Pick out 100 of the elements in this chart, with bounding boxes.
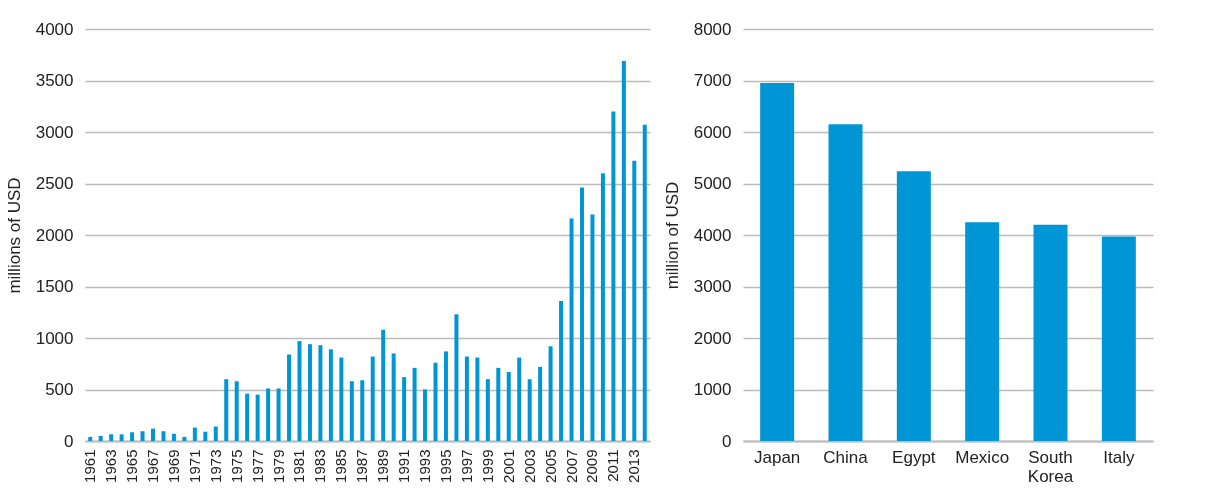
bar [548,346,553,441]
bar [318,345,323,441]
x-tick-label: 1983 [311,449,329,483]
x-tick-label: 1987 [353,449,371,483]
x-tick-label: 2009 [583,449,601,483]
bar [161,431,166,441]
bar [579,187,584,441]
bar [339,357,344,441]
x-tick-label: 2005 [541,449,559,483]
x-tick-label: 1999 [478,449,496,483]
bar [276,388,281,441]
y-tick-label: 3500 [35,71,74,90]
x-tick-label: 1989 [374,449,392,483]
bar [266,388,271,441]
y-tick-label: 1500 [35,277,74,296]
bar [203,431,208,441]
bar [559,300,564,441]
y-tick-label: 8000 [693,19,732,39]
y-tick-label: 2000 [35,225,74,245]
bar [611,111,616,441]
bar [621,60,626,441]
bar [965,222,1000,441]
bar [255,394,260,441]
bar [182,436,187,441]
x-tick-label: 2007 [562,449,580,483]
x-tick-label: 1967 [144,449,162,483]
bar [171,433,176,441]
bar [370,356,375,441]
x-tick-label: 1969 [164,449,182,483]
bar [475,357,480,441]
bar [224,379,229,441]
x-tick-label: 1965 [123,449,141,483]
y-tick-label: 5000 [693,174,732,193]
y-tick-label: 500 [45,380,74,399]
bar [328,349,333,441]
bar [642,124,647,441]
bar [391,353,396,441]
y-tick-label: 4000 [35,19,74,39]
y-tick-label: 6000 [693,122,732,142]
x-tick-label: 1993 [416,449,434,483]
bar [569,218,574,441]
y-tick-label: 2500 [35,174,74,193]
bar [130,432,135,441]
x-tick-label: 1975 [227,449,245,483]
bar [496,367,501,441]
bar [297,341,302,441]
bar [464,356,469,441]
y-tick-label: 2000 [693,328,732,348]
bar [381,329,386,441]
x-tick-label: South Korea [1027,447,1074,486]
x-tick-label: 1985 [332,449,350,483]
bar [828,124,863,441]
y-tick-label: 1000 [693,380,732,399]
y-tick-label: 7000 [693,71,732,90]
x-tick-label: 2013 [625,449,643,483]
y-tick-label: 0 [722,431,732,451]
x-tick-label: 1977 [248,449,266,483]
bar [88,436,93,441]
bar [109,434,114,441]
y-tick-label: 1000 [35,328,74,348]
x-tick-label: 1973 [206,449,224,483]
bar [423,389,428,441]
y-tick-label: 0 [64,431,74,451]
bar [234,381,239,441]
bar [600,173,605,441]
bar [433,362,438,441]
x-tick-label: 1971 [185,449,203,483]
bar [517,357,522,441]
x-tick-label: 1963 [102,449,120,483]
bar [590,214,595,441]
x-tick-label: China [823,447,869,467]
bar [119,434,124,441]
x-tick-label: 1995 [436,449,454,483]
y-axis-title: millions of USD [4,177,24,294]
x-tick-label: 1961 [81,449,99,483]
bar [349,381,354,441]
y-tick-label: 4000 [693,225,732,245]
bar [896,171,931,441]
bar [412,367,417,441]
bar [140,431,145,441]
x-tick-label: 1997 [457,449,475,483]
bar [151,428,156,441]
x-tick-label: 1979 [269,449,287,483]
bar [213,426,218,441]
y-axis-title: million of USD [662,181,682,290]
y-tick-label: 3000 [693,277,732,296]
bar [307,344,312,441]
bar [506,371,511,441]
bar [1033,224,1068,441]
bar [538,366,543,441]
x-tick-label: 1981 [290,449,308,483]
x-tick-label: Italy [1103,447,1135,467]
bar [1101,236,1136,441]
bar [245,393,250,441]
bar [360,380,365,441]
x-tick-label: 1991 [395,449,413,483]
bar [98,435,103,441]
bar [287,354,292,441]
bar [485,379,490,441]
x-tick-label: 2011 [604,449,622,482]
